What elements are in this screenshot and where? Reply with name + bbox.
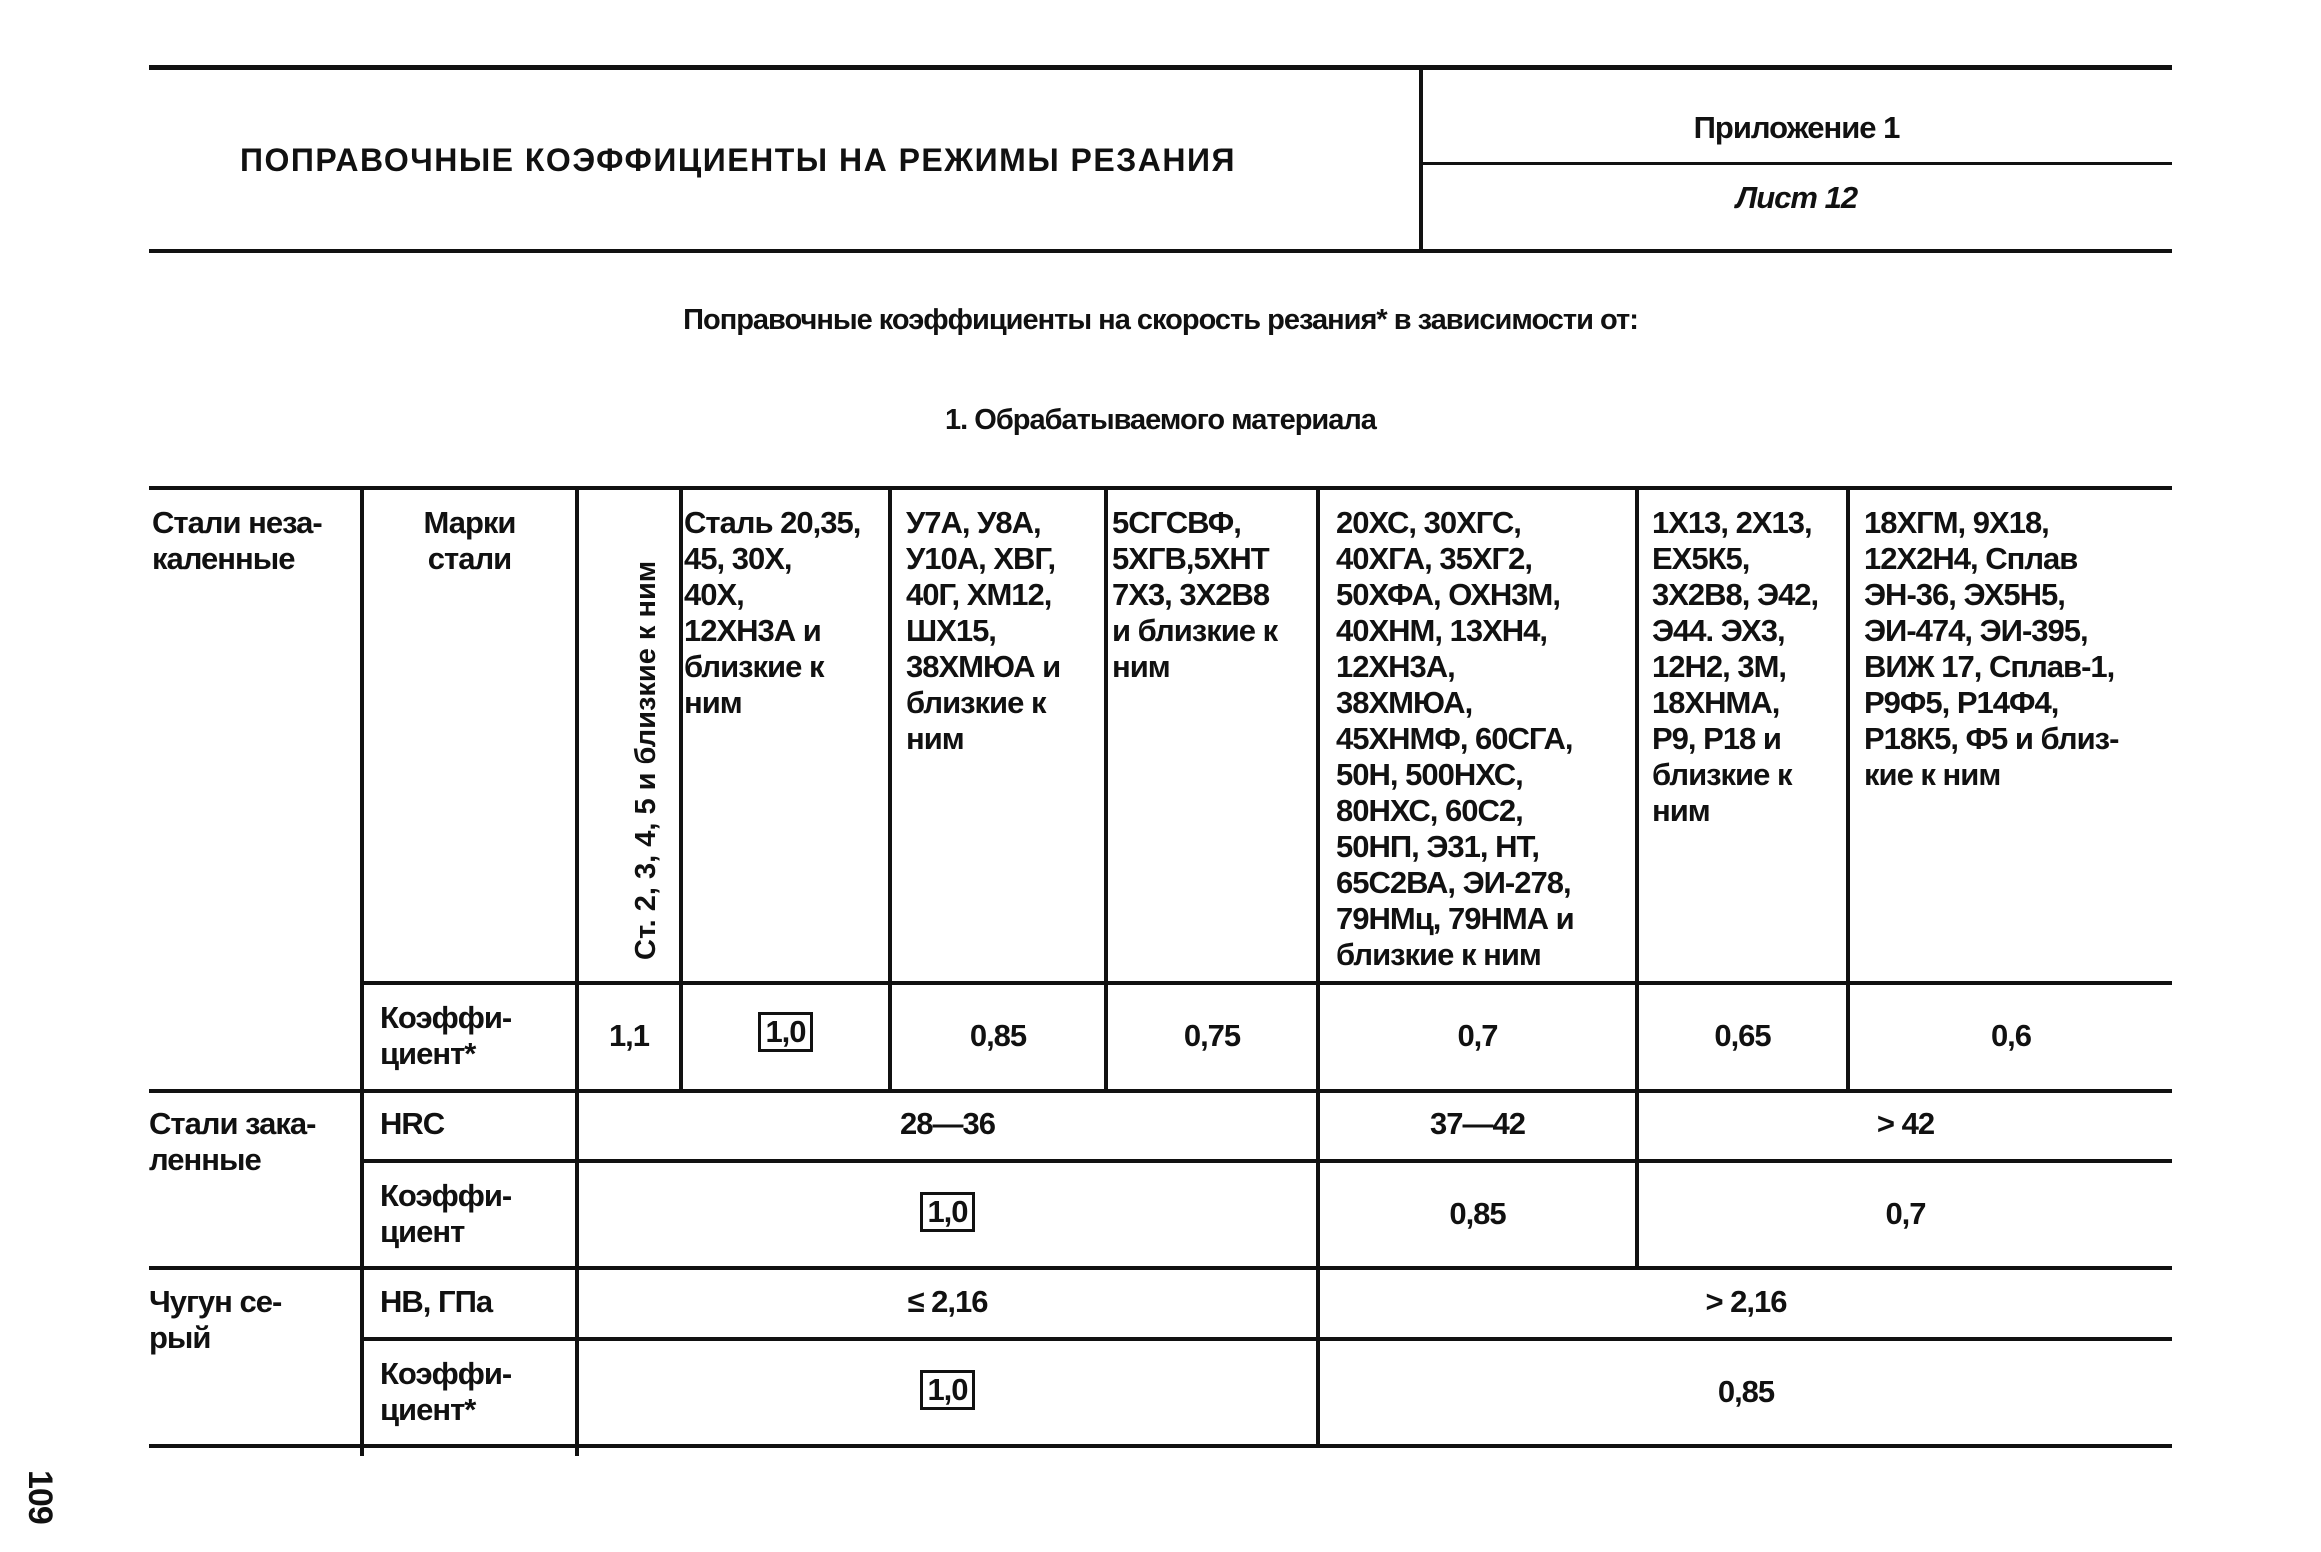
group-cast-iron: Чугун се- рый: [149, 1284, 282, 1355]
table-col-rule: [1104, 486, 1108, 1091]
section-heading: 1. Обрабатываемого материала: [945, 404, 1377, 436]
header-divider: [1419, 65, 1423, 253]
table-col-rule: [679, 486, 683, 1091]
subtitle: Поправочные коэффициенты на скорость рез…: [683, 304, 1639, 336]
table-rule: [362, 981, 2172, 985]
grade-col-6: 1Х13, 2Х13, ЕХ5К5, 3Х2В8, Э42, Э44. ЭХ3,…: [1652, 505, 1819, 828]
grade-col-2: Сталь 20,35, 45, 30Х, 40Х, 12ХН3А и близ…: [684, 505, 861, 720]
coef-value: 0,85: [969, 1018, 1027, 1053]
header-bottom-rule: [149, 249, 2172, 253]
header-mid-rule: [1421, 162, 2172, 165]
table-rule: [362, 1159, 2172, 1163]
coef-value: 1,0: [579, 1370, 1316, 1410]
hrc-range: 37—42: [1430, 1106, 1526, 1141]
grade-col-3: У7А, У8А, У10А, ХВГ, 40Г, ХМ12, ШХ15, 38…: [906, 505, 1061, 756]
coef-label-cast-iron: Коэффи- циент*: [380, 1356, 512, 1427]
grade-col-7: 18ХГМ, 9Х18, 12Х2Н4, Сплав ЭН-36, ЭХ5Н5,…: [1864, 505, 2119, 792]
group-unhardened: Стали неза- каленные: [152, 505, 323, 576]
table-col-rule: [575, 486, 579, 1456]
grade-col-4: 5СГСВФ, 5ХГВ,5ХНТ 7Х3, 3Х2В8 и близкие к…: [1112, 505, 1278, 684]
coef-value: 1,0: [579, 1192, 1316, 1232]
header-top-rule: [149, 65, 2172, 70]
coef-value: 0,85: [1717, 1374, 1775, 1409]
table-col-rule: [1846, 486, 1850, 1091]
table-rule: [149, 1266, 2172, 1270]
table-col-rule: [1635, 486, 1639, 1268]
appendix-label: Приложение 1: [1693, 110, 1901, 145]
coef-label-unhardened: Коэффи- циент*: [380, 1000, 512, 1071]
hb-range: ≤ 2,16: [907, 1284, 989, 1319]
table-col-rule: [888, 486, 892, 1091]
coef-value: 1,1: [608, 1018, 650, 1053]
coef-value: 0,6: [1990, 1018, 2032, 1053]
hrc-range: 28—36: [900, 1106, 996, 1141]
coef-value-boxed: 1,0: [920, 1370, 975, 1410]
coef-value: 1,0: [683, 1012, 888, 1052]
coef-value: 0,75: [1183, 1018, 1241, 1053]
grade-st2-5: Ст. 2, 3, 4, 5 и близкие к ним: [630, 560, 662, 960]
table-rule: [149, 1444, 2172, 1448]
coef-value: 0,65: [1714, 1018, 1771, 1053]
hrc-label: HRC: [380, 1106, 445, 1141]
group-hardened: Стали зака- ленные: [149, 1106, 316, 1177]
hrc-range: > 42: [1876, 1106, 1935, 1141]
hb-range: > 2,16: [1705, 1284, 1787, 1319]
coef-value: 0,7: [1885, 1196, 1926, 1231]
coef-value-boxed: 1,0: [920, 1192, 975, 1232]
coef-value: 0,7: [1457, 1018, 1498, 1053]
hb-label: НВ, ГПа: [380, 1284, 493, 1319]
table-col-rule: [1316, 486, 1320, 1446]
sheet-label: Лист 12: [1735, 180, 1858, 215]
table-rule: [149, 1089, 2172, 1093]
grades-label: Марки стали: [423, 505, 517, 576]
page-title: ПОПРАВОЧНЫЕ КОЭФФИЦИЕНТЫ НА РЕЖИМЫ РЕЗАН…: [240, 142, 1236, 178]
page-number: 109: [21, 1470, 59, 1524]
coef-value: 0,85: [1449, 1196, 1506, 1231]
table-rule: [149, 486, 2172, 490]
table-rule: [362, 1337, 2172, 1341]
table-col-rule: [360, 486, 364, 1456]
coef-label-hardened: Коэффи- циент: [380, 1178, 512, 1249]
coef-value-boxed: 1,0: [758, 1012, 813, 1052]
grade-col-5: 20ХС, 30ХГС, 40ХГА, 35ХГ2, 50ХФА, ОХН3М,…: [1336, 505, 1575, 972]
